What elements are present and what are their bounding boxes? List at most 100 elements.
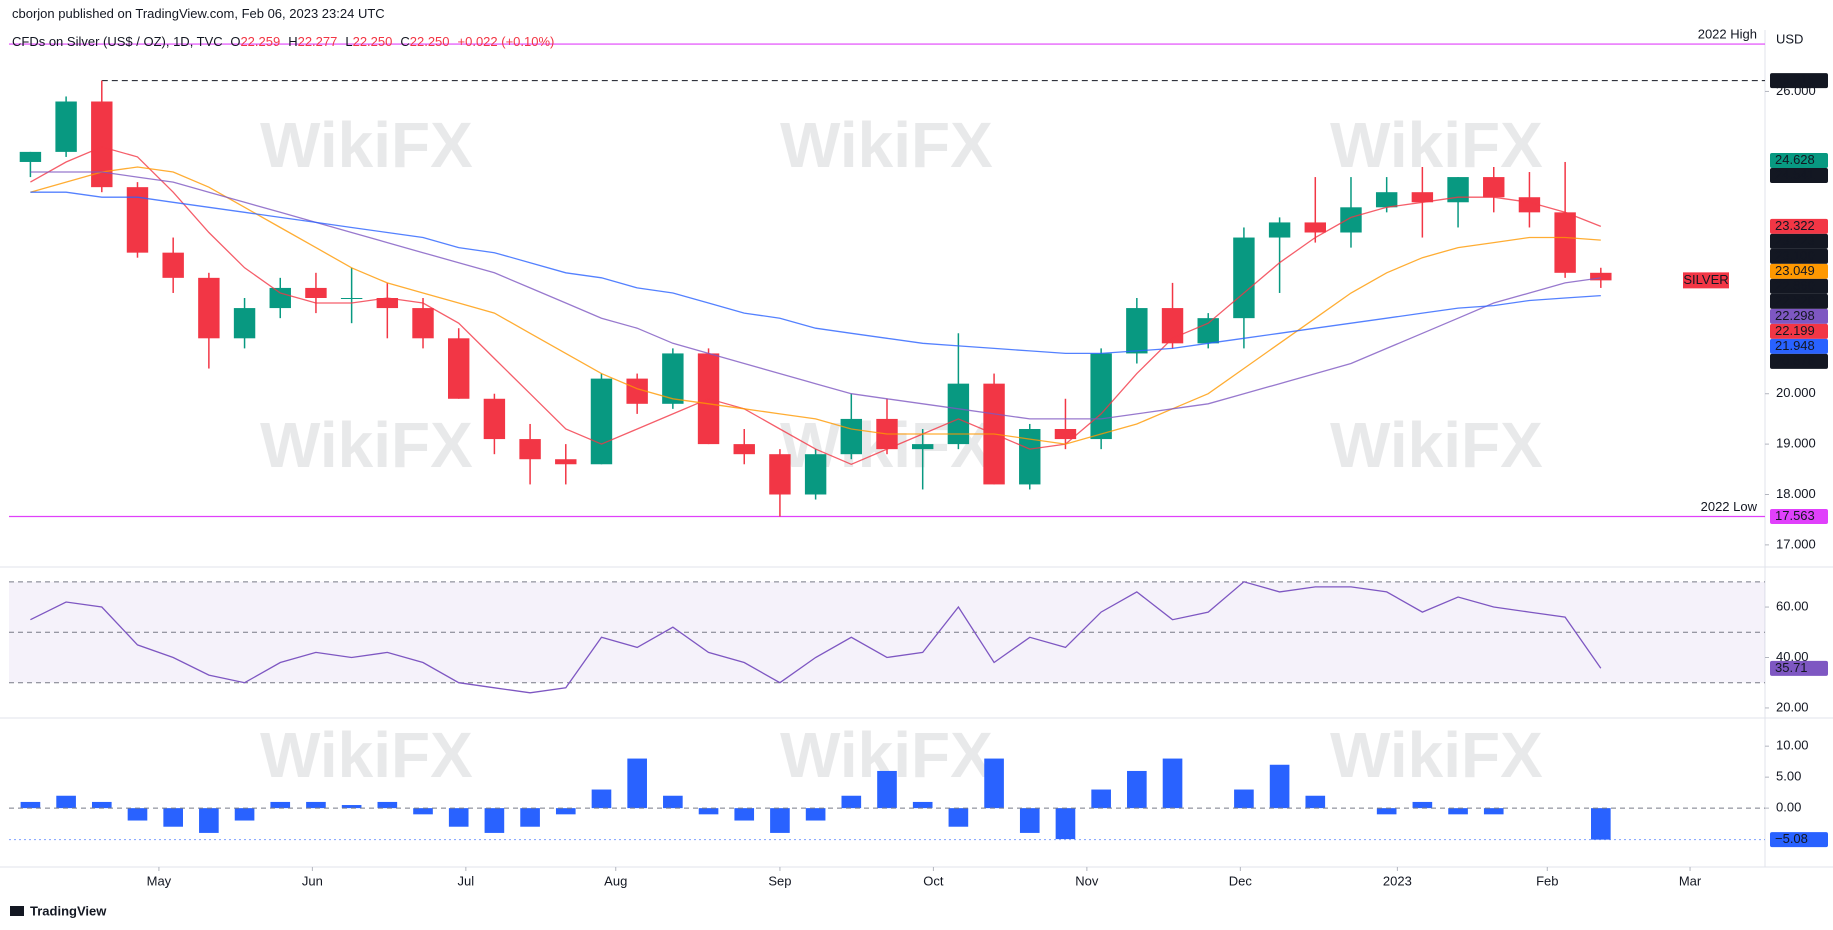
ohlc-value: 22.250 (409, 34, 450, 49)
moving-average (30, 171, 1601, 420)
rsi-line (30, 581, 1602, 694)
price-label-box (1770, 278, 1828, 294)
watermark: WikiFX (780, 109, 993, 181)
candle-body (269, 287, 291, 309)
price-label-box (1770, 338, 1828, 354)
price-label: 23.322 (1775, 218, 1815, 233)
ohlc-value: 22.259 (240, 34, 281, 49)
price-label-box (1770, 293, 1828, 309)
candle-body (340, 298, 363, 299)
histogram-bar (56, 795, 76, 809)
price-label-box (1770, 73, 1828, 89)
price-label-box (1770, 248, 1828, 264)
y-tick-label: 20.00 (1776, 699, 1809, 714)
candle-body (1411, 192, 1434, 203)
candle-body (412, 308, 434, 339)
histogram-bar (413, 808, 433, 815)
ohlc-item: H22.277 (288, 34, 341, 49)
price-label: 22.520 (1775, 293, 1815, 308)
price-label-box (1770, 168, 1828, 184)
brand: TradingView (30, 903, 107, 918)
histogram-bar (734, 808, 755, 821)
candle-body (1483, 177, 1505, 198)
price-label-box (1770, 353, 1828, 369)
x-tick-label: Dec (1229, 873, 1253, 888)
price-label-box (1770, 233, 1828, 249)
candle-body (1340, 207, 1362, 233)
ohlc-key: C (400, 34, 410, 49)
x-tick-label: Aug (604, 873, 627, 888)
price-label: 20.876 (1775, 353, 1815, 368)
x-tick-label: Jun (302, 873, 323, 888)
y-tick-label: 19.000 (1776, 436, 1816, 451)
y-tick-label: 5.00 (1776, 769, 1801, 784)
candle-body (1447, 177, 1469, 203)
histogram-bar (770, 808, 790, 833)
candle-body (1090, 353, 1112, 440)
watermark: WikiFX (260, 409, 473, 481)
x-tick-label: Mar (1679, 873, 1702, 888)
ohlc-item: O22.259 (230, 34, 284, 49)
y-tick-label: 17.000 (1776, 536, 1816, 551)
price-label-box (1770, 218, 1828, 234)
candle-body (1590, 272, 1612, 281)
candle-body (91, 101, 113, 188)
symbol-tag: SILVER (1683, 272, 1728, 287)
price-label-box (1770, 263, 1828, 279)
histogram-bar (1019, 808, 1040, 833)
ohlc-item: C22.250 (400, 34, 453, 49)
histogram-bar (1483, 808, 1504, 815)
histogram-bar (877, 770, 897, 809)
price-label: 21.948 (1775, 338, 1815, 353)
histogram-bar (270, 801, 291, 809)
price-label: 22.860 (1775, 278, 1815, 293)
candle-body (590, 378, 613, 465)
x-tick-label: 2023 (1383, 873, 1412, 888)
candle-body (555, 459, 577, 465)
candle-body (662, 353, 684, 404)
candle-body (162, 252, 184, 278)
ohlc-key: L (345, 34, 353, 49)
candle-body (126, 187, 149, 253)
candle-body (233, 308, 256, 339)
y-tick-label: 0.00 (1776, 800, 1801, 815)
candle-body (198, 277, 220, 339)
histogram-bar (1091, 789, 1111, 809)
rsi-value: 35.71 (1775, 660, 1808, 675)
histogram-bar (1234, 789, 1254, 809)
histogram-bar (841, 795, 862, 809)
candle-body (483, 398, 506, 440)
histogram-bar (484, 808, 505, 833)
histogram-bar (948, 808, 969, 827)
x-tick-label: Feb (1536, 873, 1558, 888)
candle-body (519, 439, 541, 460)
histogram-bar (1305, 795, 1326, 809)
histogram-bar (663, 795, 683, 809)
histogram-bar (1376, 808, 1397, 815)
histogram-bar (91, 801, 112, 809)
price-label: 26.215 (1775, 72, 1815, 87)
price-label-box (1770, 308, 1828, 324)
histogram-bar (698, 808, 719, 815)
hist-value: −5.08 (1775, 831, 1808, 846)
published-line: cborjon published on TradingView.com, Fe… (12, 6, 385, 21)
ohlc-item: L22.250 (345, 34, 396, 49)
x-tick-label: Sep (768, 873, 791, 888)
candle-body (1161, 308, 1184, 344)
candle-body (769, 454, 791, 495)
histogram-bar (591, 789, 612, 809)
histogram-bar (1162, 758, 1183, 809)
ohlc-key: O (230, 34, 241, 49)
low-line-label: 2022 Low (1701, 499, 1758, 514)
candle-body (626, 378, 648, 404)
y-tick-label: 60.00 (1776, 598, 1809, 613)
y-tick-label: 18.000 (1776, 486, 1816, 501)
histogram-bar (20, 801, 41, 809)
candle-body (840, 418, 863, 455)
candle-body (376, 298, 399, 309)
moving-average (30, 191, 1601, 355)
ohlc-value: 22.250 (352, 34, 393, 49)
candle-body (911, 444, 934, 450)
histogram-bar (1591, 808, 1611, 840)
